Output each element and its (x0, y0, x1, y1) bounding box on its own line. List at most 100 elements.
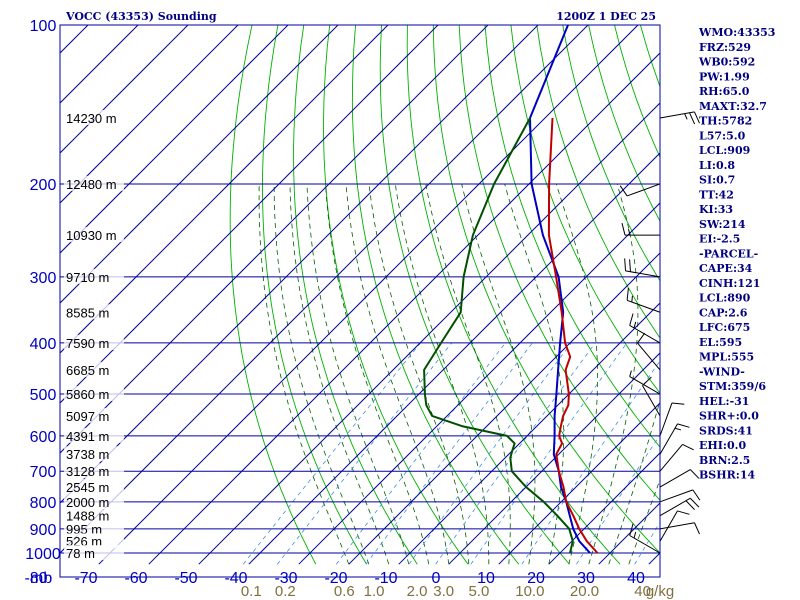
dry-adiabat (536, 25, 660, 339)
moist-adiabat (289, 183, 390, 565)
station-title: VOCC (43353) Sounding (65, 10, 217, 23)
mixing-ratio-line (470, 342, 628, 565)
isotherm-line (348, 252, 660, 565)
height-label-bg (64, 493, 124, 509)
height-label-bg (64, 427, 124, 443)
wind-barb (659, 497, 700, 517)
wind-barb (629, 370, 661, 395)
wind-barb (642, 376, 661, 417)
mixing-ratio-label: 10.0 (515, 583, 544, 600)
height-label-bg (64, 386, 124, 402)
dry-adiabat (229, 25, 317, 565)
moist-adiabat (306, 183, 410, 565)
isotherm-line (60, 25, 589, 554)
index-item: FRZ:529 (699, 41, 751, 54)
grid-layer (60, 25, 660, 565)
isotherm-line (298, 202, 660, 565)
dry-adiabat (484, 25, 660, 448)
temperature-tick-label: -70 (74, 570, 97, 587)
index-item: CAPE:34 (699, 262, 753, 275)
index-item: CAP:2.6 (699, 306, 748, 319)
isotherm-line (398, 302, 660, 565)
moist-adiabat (504, 183, 565, 565)
mixing-ratio-label: 0.2 (275, 583, 296, 600)
wind-barb (659, 489, 701, 503)
dry-adiabat (406, 25, 621, 565)
isotherm-line (148, 52, 660, 565)
height-label: 14230 m (66, 111, 117, 126)
temperature-tick-label: 30 (577, 570, 595, 587)
isotherm-line (60, 25, 289, 254)
index-item: SRDS:41 (699, 424, 753, 437)
height-label: 12480 m (66, 177, 117, 192)
height-label: 9710 m (66, 270, 109, 285)
height-label-bg (64, 304, 124, 320)
temperature-tick-label: -80 (24, 570, 47, 587)
dry-adiabat (379, 25, 570, 565)
height-label: 3128 m (66, 464, 109, 479)
temperature-tick-label: -40 (224, 570, 247, 587)
mixing-ratio-label: 0.6 (334, 583, 355, 600)
mixing-ratio-line (276, 342, 453, 565)
pressure-tick-label: 500 (30, 387, 57, 404)
isotherm-line (98, 25, 639, 565)
isotherm-line (60, 25, 439, 404)
height-label-bg (64, 227, 124, 243)
moist-adiabat (258, 183, 350, 565)
index-item: BRN:2.5 (699, 454, 750, 467)
isotherm-line (448, 352, 660, 565)
wind-barb (629, 523, 661, 554)
moist-adiabat (394, 183, 490, 565)
mixing-ratio-line (335, 342, 506, 565)
pressure-tick-label: 400 (30, 336, 57, 353)
mixing-ratio-label: 0.1 (241, 583, 262, 600)
pressure-tick-label: 300 (30, 270, 57, 287)
moist-adiabat (425, 183, 511, 565)
index-item: SHR+:0.0 (699, 410, 759, 423)
index-item: BSHR:14 (699, 469, 755, 482)
isotherm-line (60, 25, 389, 354)
x-unit-label: mb (30, 570, 52, 587)
isotherm-line (198, 102, 660, 565)
height-label-bg (64, 268, 124, 284)
index-item: MPL:555 (699, 351, 754, 364)
height-label-bg (64, 407, 124, 423)
wind-barb (621, 222, 660, 236)
mixing-ratio-label: 5.0 (468, 583, 489, 600)
pressure-tick-label: 100 (30, 18, 57, 35)
height-label: 78 m (66, 546, 95, 561)
isotherm-line (60, 25, 489, 454)
height-label-bg (64, 463, 124, 479)
height-label: 3738 m (66, 447, 109, 462)
index-item: LCL:890 (699, 292, 751, 305)
mixing-ratio-label: 1.0 (364, 583, 385, 600)
wind-barbs (619, 111, 701, 554)
index-item: -PARCEL- (699, 247, 758, 260)
isotherm-line (498, 402, 660, 565)
index-item: CINH:121 (699, 277, 760, 290)
height-label-bg (64, 446, 124, 462)
pressure-tick-label: 600 (30, 429, 57, 446)
index-item: LFC:675 (699, 321, 750, 334)
dry-adiabat (351, 25, 520, 565)
mixing-ratio-line (365, 342, 533, 565)
temperature-tick-label: -30 (274, 570, 297, 587)
index-item: -WIND- (699, 365, 745, 378)
mixing-ratio-label: 2.0 (407, 583, 428, 600)
wind-barb (624, 258, 661, 278)
dry-adiabat (293, 25, 418, 565)
height-label: 7590 m (66, 336, 109, 351)
index-item: EL:595 (699, 336, 742, 349)
wind-barb (659, 469, 700, 488)
mixing-ratio-line (435, 342, 596, 565)
wind-barb (637, 332, 661, 371)
index-item: L57:5.0 (699, 129, 746, 142)
height-label-bg (64, 334, 124, 350)
temperature-tick-label: 40 (627, 570, 645, 587)
temperature-tick-label: -20 (324, 570, 347, 587)
isotherm-line (248, 152, 660, 565)
temperature-trace (547, 117, 599, 554)
